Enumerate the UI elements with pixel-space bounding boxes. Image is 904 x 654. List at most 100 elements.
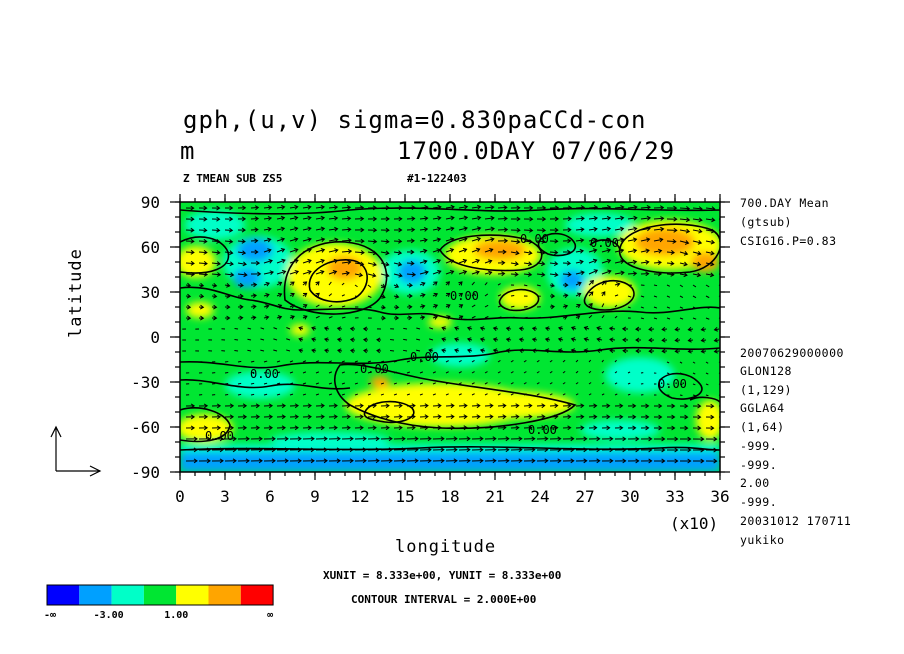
wind-vector: [315, 238, 325, 242]
wind-vector: [705, 229, 715, 232]
wind-vector-head: [529, 227, 534, 233]
wind-vector: [484, 206, 494, 209]
wind-vector-head: [620, 259, 625, 265]
wind-vector-head: [255, 414, 261, 420]
wind-vector-head: [463, 226, 468, 231]
wind-vector-head: [697, 425, 702, 431]
wind-vector: [614, 260, 624, 264]
contour-label-7: 0.00: [205, 429, 234, 443]
wind-vector-head: [450, 403, 455, 409]
wind-vector-head: [424, 403, 429, 409]
wind-vector-head: [515, 403, 520, 409]
wind-vector: [484, 382, 488, 385]
wind-vector: [471, 304, 476, 308]
wind-vector: [354, 262, 364, 265]
wind-vector-head: [661, 348, 666, 354]
wind-vector: [367, 251, 377, 254]
wind-vector-head: [564, 293, 569, 299]
wind-vector-head: [593, 425, 598, 431]
color-bar-label-1: -3.00: [94, 610, 124, 621]
wind-vector-head: [307, 258, 312, 264]
wind-vector-head: [684, 425, 689, 431]
wind-vector-head: [349, 436, 354, 442]
wind-vector: [523, 229, 533, 232]
wind-vector: [588, 370, 592, 374]
wind-vector: [276, 248, 285, 253]
wind-vector-head: [541, 239, 546, 244]
color-bar-swatch-6: [240, 585, 274, 605]
x-tick-label-11: 33: [665, 487, 684, 506]
wind-vector-head: [544, 436, 549, 442]
wind-vector-head: [544, 348, 550, 354]
wind-vector-head: [307, 237, 312, 242]
wind-vector: [445, 227, 454, 231]
wind-vector: [523, 284, 528, 287]
wind-vector-head: [622, 348, 627, 354]
wind-vector-head: [564, 282, 569, 288]
wind-vector-head: [411, 205, 416, 211]
wind-vector-head: [408, 282, 413, 288]
wind-vector: [276, 259, 286, 264]
wind-vector-head: [583, 337, 588, 342]
wind-vector-head: [349, 447, 354, 453]
y-ticks: [170, 201, 730, 473]
wind-vector-head: [408, 315, 413, 321]
wind-vector-head: [463, 425, 468, 431]
wind-vector-head: [401, 447, 406, 453]
wind-vector: [341, 206, 351, 209]
wind-vector: [432, 249, 441, 253]
side-info-lower-2: (1,129): [740, 383, 792, 397]
wind-vector: [263, 206, 272, 209]
wind-vector: [286, 338, 291, 341]
wind-vector: [247, 327, 252, 330]
wind-vector: [588, 238, 597, 242]
wind-vector-head: [619, 425, 624, 431]
wind-vector-head: [254, 205, 260, 211]
wind-vector: [260, 327, 265, 330]
wind-vector: [367, 273, 376, 277]
wind-vector-head: [190, 260, 195, 266]
wind-vector-head: [593, 226, 598, 232]
wind-vector: [445, 382, 449, 385]
wind-vector: [679, 251, 688, 255]
wind-vector-head: [307, 269, 312, 275]
wind-vector-head: [333, 414, 338, 420]
footer-contour-interval: CONTOUR INTERVAL = 2.000E+00: [351, 593, 537, 606]
color-bar-label-2: 1.00: [164, 610, 188, 621]
wind-vector-head: [424, 270, 429, 275]
wind-vector: [416, 327, 421, 330]
wind-vector-head: [349, 337, 355, 343]
wind-vector: [575, 393, 579, 396]
wind-vector-head: [360, 227, 365, 233]
wind-vector-head: [190, 205, 195, 211]
x-ticks: [179, 194, 721, 480]
wind-vector: [328, 281, 332, 286]
wind-vector: [260, 349, 265, 352]
wind-vector-head: [670, 260, 675, 266]
wind-vector: [692, 284, 697, 288]
wind-vector-head: [320, 425, 325, 431]
wind-vector-head: [570, 348, 576, 353]
wind-vector-head: [216, 403, 222, 409]
wind-vector-head: [440, 458, 445, 464]
wind-vector: [419, 228, 428, 231]
wind-vector-head: [281, 269, 287, 275]
wind-vector-head: [554, 216, 559, 222]
x-tick-label-8: 24: [530, 487, 549, 506]
wind-vector: [666, 372, 670, 375]
wind-vector: [666, 306, 671, 309]
wind-vector: [263, 217, 272, 220]
color-bar-swatch-3: [143, 585, 177, 605]
wind-vector-head: [544, 326, 550, 332]
wind-vector-head: [433, 315, 439, 320]
wind-vector-head: [658, 414, 663, 420]
wind-vector-head: [363, 348, 368, 354]
wind-vector-head: [277, 304, 283, 309]
wind-vector-head: [268, 403, 274, 409]
wind-vector-head: [398, 205, 403, 211]
wind-vector: [367, 371, 372, 374]
wind-vector-head: [580, 414, 585, 420]
wind-vector: [328, 371, 333, 374]
wind-vector-head: [311, 348, 316, 354]
